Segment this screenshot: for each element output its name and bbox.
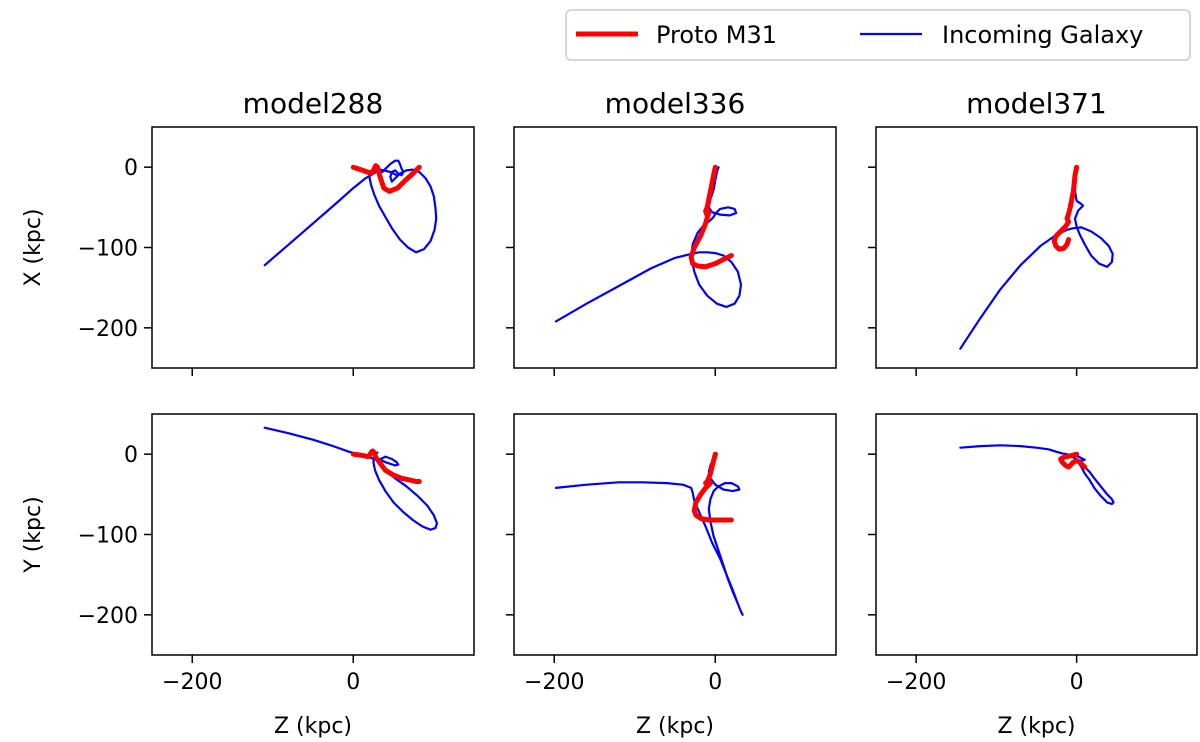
series-incoming-galaxy-line (959, 444, 1115, 506)
legend-label-incoming-galaxy: Incoming Galaxy (942, 21, 1143, 49)
panel-5: −200 0 Z (kpc) (506, 413, 837, 739)
series-proto-m31-line (1058, 451, 1088, 470)
series-proto-m31-line (350, 448, 422, 484)
panel-4: 0 −100 −200 −200 0 Z (kpc) Y (kpc) (21, 413, 475, 739)
y-tick-label: 0 (124, 156, 138, 181)
series-proto-m31-line (688, 164, 734, 270)
y-tick-label: −200 (78, 604, 138, 629)
panel-title: model336 (605, 87, 746, 120)
series-incoming-galaxy-line (263, 159, 438, 267)
panel-title: model371 (966, 87, 1107, 120)
x-axis-label: Z (kpc) (636, 714, 714, 739)
series-proto-m31-line (350, 163, 422, 194)
plot-frame (875, 413, 1198, 656)
y-tick-label: −100 (78, 237, 138, 262)
panel-2: model336 (506, 87, 837, 376)
plot-frame (513, 126, 837, 369)
x-tick-label: 0 (1070, 670, 1084, 695)
panel-3: model371 (868, 87, 1198, 376)
y-tick-label: 0 (124, 443, 138, 468)
x-tick-label: 0 (708, 670, 722, 695)
x-axis-label: Z (kpc) (274, 714, 352, 739)
panel-6: −200 0 Z (kpc) (868, 413, 1198, 739)
legend: Proto M31 Incoming Galaxy (565, 9, 1191, 61)
series-proto-m31-line (1051, 164, 1080, 252)
x-tick-label: −200 (524, 670, 584, 695)
x-axis-label: Z (kpc) (997, 714, 1075, 739)
plot-frame (151, 413, 475, 656)
y-axis-label: X (kpc) (21, 208, 46, 286)
y-tick-label: −100 (78, 524, 138, 549)
series-incoming-galaxy-line (554, 166, 743, 323)
series-incoming-galaxy-line (554, 453, 744, 616)
series-proto-m31-line (691, 451, 734, 523)
x-tick-label: −200 (886, 670, 946, 695)
y-axis-label: Y (kpc) (21, 496, 46, 573)
plot-frame (513, 413, 837, 656)
x-tick-label: 0 (346, 670, 360, 695)
panel-1: 0 −100 −200 model288 X (kpc) (21, 87, 475, 376)
y-tick-label: −200 (78, 317, 138, 342)
x-tick-label: −200 (162, 670, 222, 695)
panel-title: model288 (243, 87, 384, 120)
plot-frame (875, 126, 1198, 369)
legend-label-proto-m31: Proto M31 (656, 21, 777, 49)
series-incoming-galaxy-line (959, 166, 1114, 350)
